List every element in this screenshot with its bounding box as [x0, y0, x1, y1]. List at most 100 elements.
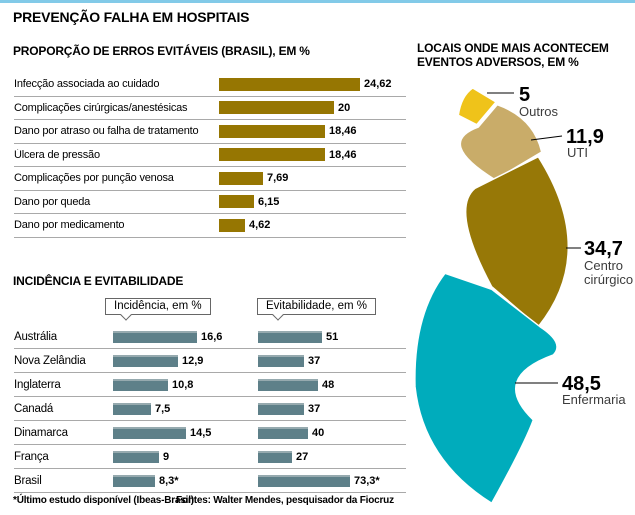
- table-row: Brasil 8,3* 73,3*: [14, 469, 406, 493]
- segment-value: 11,9: [566, 126, 604, 148]
- incidencia-header-label: Incidência, em %: [114, 300, 202, 312]
- bar-value: 16,6: [201, 330, 223, 343]
- bar: [258, 474, 350, 487]
- incidencia-cell: 9: [113, 450, 170, 463]
- fan-segment-enfermaria: [415, 272, 558, 505]
- table-row: Dinamarca 14,5 40: [14, 421, 406, 445]
- country-label: Inglaterra: [14, 378, 61, 391]
- table-row: Complicações por punção venosa 7,69: [14, 167, 406, 191]
- bar: [113, 330, 197, 343]
- bar: [258, 378, 318, 391]
- bar: [258, 426, 308, 439]
- bar-label: Infecção associada ao cuidado: [14, 78, 160, 91]
- table-row: Canadá 7,5 37: [14, 397, 406, 421]
- page-title: PREVENÇÃO FALHA EM HOSPITAIS: [13, 9, 250, 25]
- segment-label: UTI: [567, 145, 588, 160]
- table-row: Infecção associada ao cuidado 24,62: [14, 73, 406, 97]
- bar-value: 18,46: [329, 148, 357, 161]
- chart2-title: INCIDÊNCIA E EVITABILIDADE: [13, 274, 184, 288]
- bar-value: 37: [308, 402, 321, 415]
- bar-value: 40: [312, 426, 325, 439]
- bar-value: 9: [163, 450, 170, 463]
- table-row: Nova Zelândia 12,9 37: [14, 349, 406, 373]
- bar-value: 18,46: [329, 125, 357, 138]
- bar-value: 48: [322, 378, 335, 391]
- chart1-title: PROPORÇÃO DE ERROS EVITÁVEIS (BRASIL), E…: [13, 44, 310, 58]
- bar-label: Complicações cirúrgicas/anestésicas: [14, 101, 188, 114]
- bar: [219, 101, 334, 115]
- evitabilidade-cell: 51: [258, 330, 339, 343]
- fan-chart: 5 Outros 11,9 UTI 34,7 Centro cirúrgico …: [415, 84, 633, 505]
- country-label: Dinamarca: [14, 426, 68, 439]
- footnote-sources: Fontes: Walter Mendes, pesquisador da Fi…: [176, 495, 394, 506]
- incidencia-cell: 14,5: [113, 426, 212, 439]
- bar: [113, 426, 186, 439]
- table-row: Dano por medicamento 4,62: [14, 214, 406, 238]
- bar: [219, 124, 325, 138]
- bar: [258, 330, 322, 343]
- bar-value: 7,69: [267, 172, 289, 185]
- bar-label: Dano por atraso ou falha de tratamento: [14, 125, 199, 138]
- segment-label: cirúrgico: [584, 272, 633, 287]
- evitabilidade-cell: 48: [258, 378, 335, 391]
- incidencia-cell: 12,9: [113, 354, 204, 367]
- bar-value: 14,5: [190, 426, 212, 439]
- bar-value: 73,3*: [354, 474, 380, 487]
- evitabilidade-cell: 27: [258, 450, 309, 463]
- segment-value: 5: [519, 84, 530, 106]
- bar: [113, 402, 151, 415]
- evitabilidade-header-box: Evitabilidade, em %: [257, 298, 376, 321]
- incidencia-cell: 7,5: [113, 402, 170, 415]
- incidencia-header-box: Incidência, em %: [105, 298, 211, 321]
- table-row: Dano por atraso ou falha de tratamento 1…: [14, 120, 406, 144]
- bar-label: Dano por queda: [14, 195, 91, 208]
- segment-label: Centro: [584, 258, 623, 273]
- bar: [219, 171, 263, 185]
- bar-value: 37: [308, 354, 321, 367]
- table-row: Dano por queda 6,15: [14, 191, 406, 214]
- segment-value: 34,7: [584, 238, 623, 260]
- bar: [113, 474, 155, 487]
- bar: [219, 195, 254, 209]
- chart-incidence-preventability: Austrália 16,6 51 Nova Zelândia 12,9 37 …: [14, 325, 406, 493]
- evitabilidade-cell: 40: [258, 426, 325, 439]
- country-label: França: [14, 450, 49, 463]
- bar-value: 8,3*: [159, 474, 179, 487]
- bar-value: 24,62: [364, 78, 392, 91]
- bar-value: 6,15: [258, 195, 280, 208]
- table-row: Complicações cirúrgicas/anestésicas 20: [14, 97, 406, 120]
- fan-segment-centro-cirurgico: [464, 155, 570, 328]
- leader-line-uti: [530, 135, 563, 141]
- bar: [258, 402, 304, 415]
- table-row: Úlcera de pressão 18,46: [14, 144, 406, 167]
- bar: [219, 77, 360, 91]
- evitabilidade-cell: 37: [258, 354, 321, 367]
- bar-value: 27: [296, 450, 309, 463]
- country-label: Brasil: [14, 474, 42, 487]
- top-accent-stripe: [0, 0, 635, 3]
- footnote-asterisk: *Último estudo disponível (Ibeas-Brasil): [13, 495, 194, 506]
- bar-label: Úlcera de pressão: [14, 148, 100, 161]
- bar-label: Dano por medicamento: [14, 219, 125, 232]
- evitabilidade-cell: 73,3*: [258, 474, 380, 487]
- bar: [113, 378, 168, 391]
- bar-value: 12,9: [182, 354, 204, 367]
- country-label: Nova Zelândia: [14, 354, 86, 367]
- bar: [219, 148, 325, 162]
- segment-label: Outros: [519, 104, 559, 119]
- fan-segment-outros: [457, 87, 498, 126]
- table-row: Inglaterra 10,8 48: [14, 373, 406, 397]
- chart-preventable-errors: Infecção associada ao cuidado 24,62 Comp…: [14, 73, 406, 238]
- evitabilidade-header-label: Evitabilidade, em %: [266, 300, 367, 312]
- segment-value: 48,5: [562, 373, 601, 395]
- fan-chart-title-line2: EVENTOS ADVERSOS, EM %: [417, 54, 579, 69]
- bar: [258, 450, 292, 463]
- bar-label: Complicações por punção venosa: [14, 172, 174, 185]
- bar-value: 51: [326, 330, 339, 343]
- table-row: Austrália 16,6 51: [14, 325, 406, 349]
- segment-label: Enfermaria: [562, 392, 626, 407]
- incidencia-cell: 16,6: [113, 330, 223, 343]
- bar: [113, 354, 178, 367]
- bar-value: 4,62: [249, 219, 271, 232]
